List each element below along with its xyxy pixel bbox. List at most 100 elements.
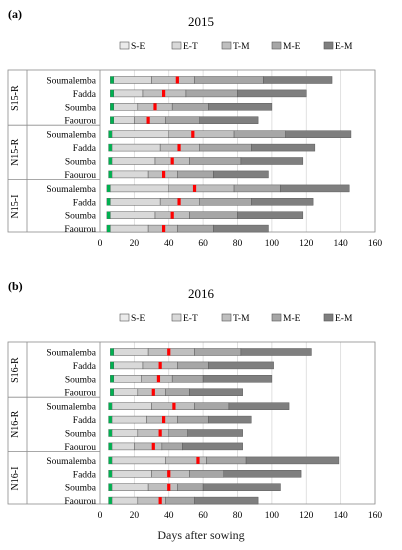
panel-a-legend-label-e-m: E-M <box>335 42 353 52</box>
panel-a-event-marker <box>161 225 166 233</box>
panel-a-row-label: Soumalemba <box>46 77 96 87</box>
panel-a-bar-segment-e-m <box>208 103 273 111</box>
panel-b-x-tick-label: 0 <box>98 511 103 521</box>
panel-a-emergence-marker <box>110 76 114 84</box>
panel-a-bar-segment-e-m <box>213 170 269 179</box>
panel-b-group-label: S16-R <box>10 357 21 383</box>
panel-b-bar-segment-e-t <box>113 388 139 396</box>
panel-a-emergence-marker <box>110 89 114 97</box>
panel-b-bar-segment-e-m <box>182 442 243 451</box>
panel-b-emergence-marker <box>108 483 112 491</box>
panel-b-event-marker <box>167 470 171 478</box>
panel-a-bar-segment-e-m <box>240 157 304 165</box>
panel-a-x-tick-label: 20 <box>130 239 140 249</box>
panel-a-bar-segment-e-m <box>251 198 314 206</box>
panel-a-legend-swatch-t-m <box>221 41 232 50</box>
panel-b-bar-segment-m-e <box>189 470 224 478</box>
panel-a-bar-segment-t-m <box>168 130 235 138</box>
panel-a-row-label: Fadda <box>73 90 97 100</box>
panel-a-legend-label-e-t: E-T <box>183 42 198 52</box>
panel-b-bar-segment-e-t <box>111 442 135 451</box>
panel-b-emergence-marker <box>108 416 112 424</box>
panel-a-group-label: N15-R <box>10 138 21 166</box>
panel-b-bar-segment-e-t <box>111 483 149 491</box>
panel-b-emergence-marker <box>108 442 112 450</box>
panel-a-bar-segment-t-m <box>168 184 235 193</box>
panel-b-event-marker <box>161 416 166 424</box>
panel-a-x-tick-label: 0 <box>98 239 103 249</box>
panel-a-legend-label-m-e: M-E <box>283 42 301 52</box>
panel-b-row-label: Soumba <box>65 430 97 440</box>
panel-a-emergence-marker <box>110 103 114 111</box>
panel-a-bar-segment-m-e <box>199 198 252 206</box>
panel-b-bar-segment-t-m <box>146 415 178 424</box>
panel-a-legend-swatch-e-m <box>323 41 334 50</box>
panel-b-row-label: Fadda <box>73 362 97 372</box>
panel-b-bar-segment-t-m <box>151 470 190 478</box>
panel-a-group-label: S15-R <box>10 85 21 111</box>
panel-b-event-marker <box>158 361 162 369</box>
panel-a-x-tick-label: 140 <box>334 239 349 249</box>
panel-b-bar-segment-e-m <box>187 429 243 437</box>
panel-a-legend-swatch-m-e <box>271 41 282 50</box>
panel-b-bar-segment-e-m <box>223 470 302 478</box>
panel-a-emergence-marker <box>108 144 112 152</box>
panel-a-x-tick-label: 80 <box>233 239 243 249</box>
panel-b-x-tick-label: 80 <box>233 511 243 521</box>
panel-a-bar-segment-e-m <box>199 116 259 124</box>
panel-a-bar-segment-m-e <box>233 130 286 138</box>
panel-b-emergence-marker <box>108 402 112 410</box>
panel-a-bar-segment-m-e <box>185 89 238 98</box>
x-axis-label: Days after sowing <box>157 528 245 542</box>
panel-a-row-label: Soumalemba <box>46 131 96 141</box>
panel-b-row-label: Faourou <box>64 389 96 399</box>
panel-a-emergence-marker <box>108 170 112 178</box>
panel-b-legend-label-s-e: S-E <box>131 314 145 324</box>
panel-a-bar-segment-e-m <box>280 184 350 193</box>
panel-a-event-marker <box>170 157 174 165</box>
panel-a-row-label: Fadda <box>73 144 97 154</box>
panel-b-row-label: Fadda <box>73 416 97 426</box>
panel-b-bar-segment-e-t <box>113 348 149 356</box>
panel-a-x-tick-label: 40 <box>164 239 174 249</box>
panel-b-event-marker <box>151 442 155 450</box>
panel-a-x-tick-label: 60 <box>198 239 208 249</box>
panel-b-bar-segment-e-t <box>111 415 147 424</box>
panel-b-bar-segment-e-m <box>245 456 340 465</box>
panel-b-bar-segment-t-m <box>137 429 169 437</box>
panel-b-bar-segment-t-m <box>141 375 173 383</box>
panel-b-bar-segment-m-e <box>168 429 188 437</box>
panel-b-emergence-marker <box>108 456 112 464</box>
panel-b-bar-segment-m-e <box>177 415 209 424</box>
panel-a-bar-segment-e-t <box>110 198 161 206</box>
panel-b-bar-segment-e-m <box>202 483 281 491</box>
panel-b-bar-segment-t-m <box>137 388 166 396</box>
panel-b-bar-segment-m-e <box>161 442 183 451</box>
panel-a-title: 2015 <box>188 14 214 29</box>
panel-a-emergence-marker <box>110 116 114 124</box>
panel-a-row-label: Faourou <box>64 225 96 235</box>
panel-a-bar-segment-e-m <box>237 211 304 219</box>
panel-b-legend-swatch-m-e <box>271 313 282 322</box>
panel-b-bar-segment-m-e <box>177 361 209 370</box>
panel-a-bar-segment-e-t <box>110 184 169 193</box>
panel-b-bar-segment-e-t <box>111 402 152 410</box>
panel-b-legend-swatch-e-t <box>171 313 182 322</box>
panel-b-bar-segment-e-t <box>111 429 139 437</box>
panel-a-bar-segment-e-t <box>111 143 161 152</box>
panel-a-event-marker <box>161 89 166 97</box>
panel-a-bar-segment-m-e <box>189 157 242 165</box>
panel-b-emergence-marker <box>108 497 112 505</box>
panel-b-row-label: Fadda <box>73 470 97 480</box>
panel-b-bar-segment-e-t <box>113 361 144 370</box>
panel-b-legend-label-m-e: M-E <box>283 314 301 324</box>
panel-b-row-label: Soumalemba <box>46 457 96 467</box>
panel-b-event-marker <box>156 375 161 383</box>
panel-a-bar-segment-t-m <box>134 116 166 124</box>
panel-b-bar-segment-e-t <box>113 375 142 383</box>
panel-a-bar-segment-e-t <box>111 170 149 179</box>
phenology-chart: (a) 2015 S-E E-T T-M M-E E-M 0 20 40 60 80 100 120 140… <box>7 7 383 521</box>
panel-b-bar-segment-e-m <box>208 361 274 370</box>
panel-b-row-label: Soumalemba <box>46 403 96 413</box>
panel-b-x-tick-label: 160 <box>368 511 383 521</box>
